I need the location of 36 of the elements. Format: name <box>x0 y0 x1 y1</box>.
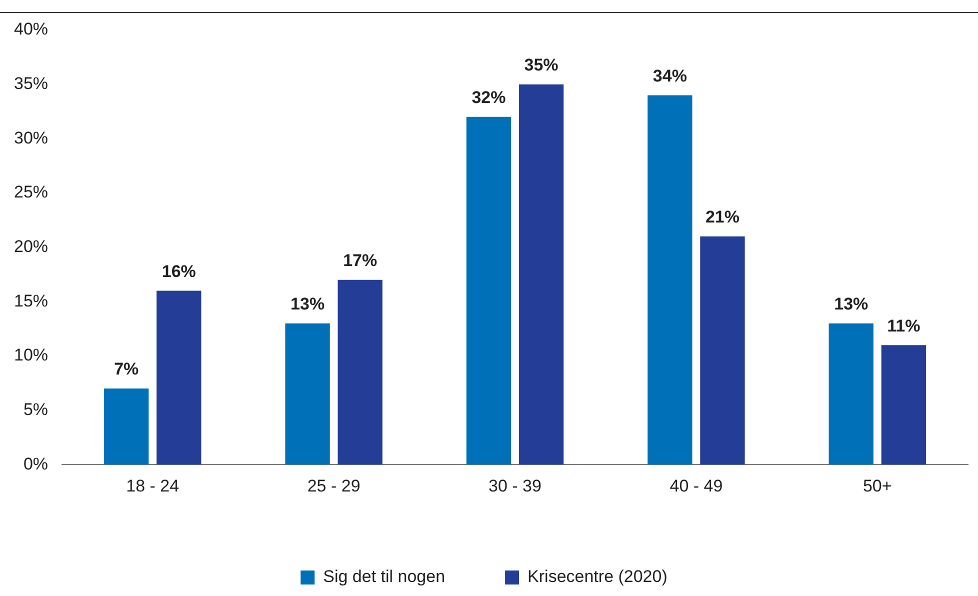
y-tick-label: 30% <box>14 128 48 148</box>
y-tick-label: 25% <box>14 182 48 202</box>
data-label: 35% <box>524 56 558 75</box>
x-tick-label: 25 - 29 <box>307 476 360 496</box>
bar <box>881 345 926 465</box>
y-tick-label: 10% <box>14 346 48 365</box>
data-label: 17% <box>343 251 378 270</box>
bar <box>338 280 382 465</box>
y-tick-label: 35% <box>14 74 48 94</box>
bar <box>104 388 149 465</box>
data-label: 16% <box>162 262 196 281</box>
data-label: 34% <box>652 66 687 86</box>
data-label: 11% <box>887 316 920 336</box>
x-tick-label: 30 - 39 <box>488 476 542 496</box>
y-tick-label: 20% <box>14 236 48 256</box>
bar <box>700 236 745 465</box>
y-tick-label: 0% <box>23 454 48 474</box>
y-tick-label: 15% <box>14 291 48 310</box>
data-label: 13% <box>834 294 868 314</box>
data-label: 7% <box>114 360 139 379</box>
x-tick-label: 40 - 49 <box>670 476 723 496</box>
bar <box>828 323 874 465</box>
bar <box>648 95 692 465</box>
y-tick-label: 40% <box>14 20 48 39</box>
x-tick-label: 50+ <box>862 476 892 496</box>
data-label: 32% <box>472 88 506 108</box>
legend-label: Sig det til nogen <box>323 567 446 586</box>
bar <box>466 116 512 465</box>
x-tick-label: 18 - 24 <box>126 476 180 496</box>
bar <box>285 323 330 465</box>
data-label: 13% <box>290 294 325 314</box>
bar <box>518 84 564 465</box>
bar <box>156 290 202 465</box>
y-tick-label: 5% <box>23 400 48 419</box>
data-label: 21% <box>705 208 740 227</box>
legend-label: Krisecentre (2020) <box>528 567 668 586</box>
